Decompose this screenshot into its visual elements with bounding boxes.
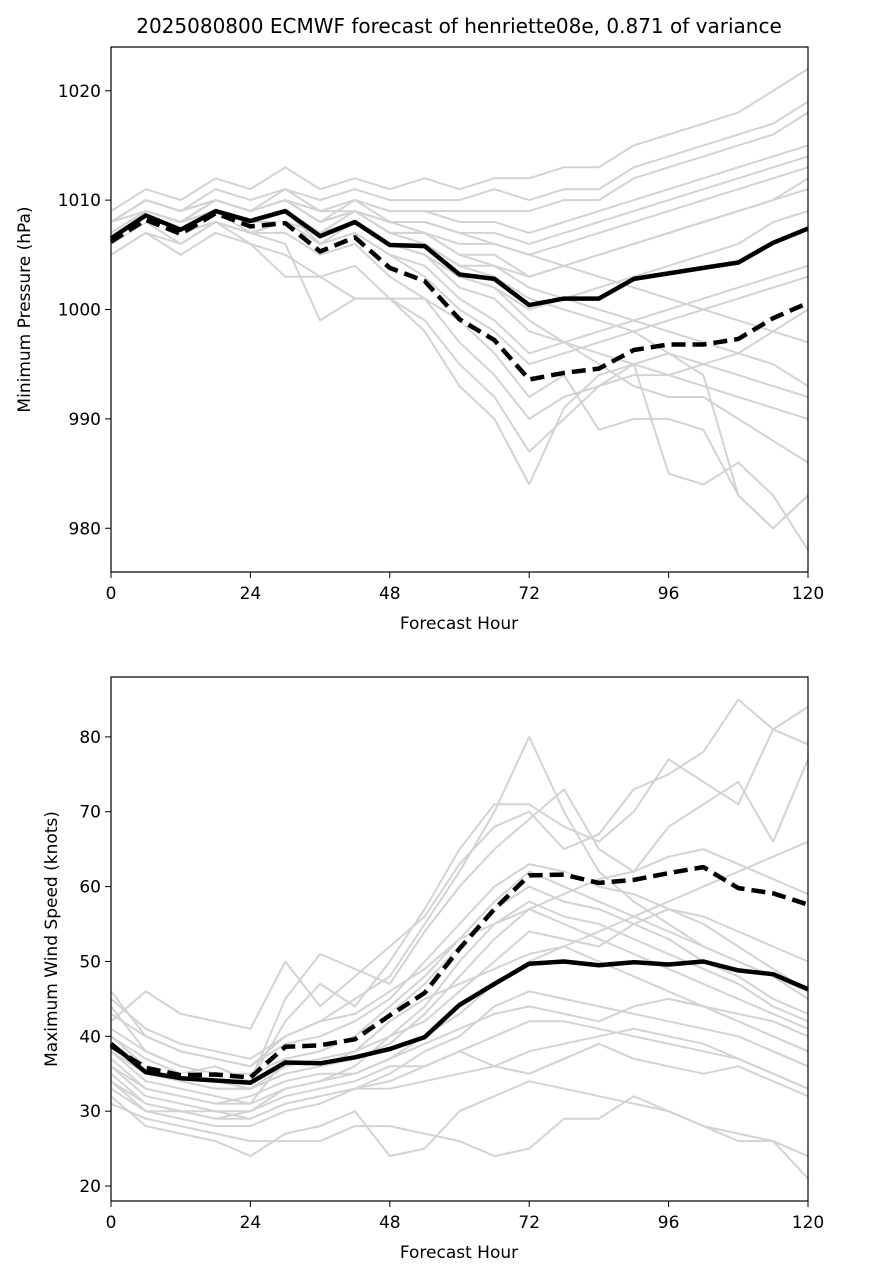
- wind-ensemble-member-line: [110, 990, 809, 1128]
- pressure-ensemble-member-line: [110, 177, 809, 278]
- pressure-y-tick-label: 980: [69, 519, 101, 539]
- pressure-y-tick-label: 1010: [58, 191, 101, 211]
- wind-ensemble-member-line: [110, 900, 809, 1090]
- wind-ensemble-member-line: [110, 735, 809, 1068]
- pressure-y-tick-label: 990: [69, 410, 101, 430]
- wind-x-tick-label: 96: [658, 1213, 680, 1233]
- wind-x-tick-label: 48: [379, 1213, 401, 1233]
- pressure-x-tick-label: 24: [240, 584, 262, 604]
- wind-ensemble-member-line: [110, 706, 809, 1083]
- wind-ensemble-member-line: [110, 945, 809, 1090]
- pressure-ensemble-member-line: [110, 199, 809, 387]
- pressure-solid-black-line: [109, 208, 809, 308]
- wind-solid-black-line: [109, 959, 809, 1085]
- pressure-x-tick-label: 48: [379, 584, 401, 604]
- wind-ensemble-member-line: [110, 1027, 809, 1120]
- wind-panel: 0 24 48 72 96 120 20 30 40 50 60 70 80 Forecast Hour…: [42, 676, 824, 1263]
- pressure-dashed-underlay-line: [109, 211, 809, 382]
- wind-ensemble-member-line: [110, 758, 809, 1083]
- wind-y-axis-label: Maximum Wind Speed (knots): [42, 811, 62, 1067]
- wind-y-tick-label: 80: [79, 728, 101, 748]
- pressure-y-axis-label: Minimum Pressure (hPa): [15, 206, 35, 412]
- pressure-x-tick-label: 0: [106, 584, 117, 604]
- wind-x-axis-label: Forecast Hour: [400, 1243, 518, 1263]
- wind-plot-frame: [110, 676, 809, 1202]
- wind-x-tick-label: 24: [240, 1213, 262, 1233]
- wind-ticks: 0 24 48 72 96 120 20 30 40 50 60 70 80: [79, 728, 824, 1233]
- wind-ensemble-member-line: [110, 997, 809, 1105]
- pressure-ensemble-member-line: [110, 68, 809, 212]
- wind-ensemble-member-line: [110, 870, 809, 1105]
- wind-ensemble-member-line: [110, 908, 809, 1060]
- pressure-ensemble-member-line: [110, 210, 809, 530]
- wind-ensemble-member-line: [110, 1095, 809, 1180]
- wind-y-tick-label: 40: [79, 1027, 101, 1047]
- wind-x-tick-label: 72: [518, 1213, 540, 1233]
- wind-ensemble-member-line: [110, 885, 809, 1075]
- pressure-x-tick-label: 120: [792, 584, 824, 604]
- pressure-ensemble-member-line: [110, 100, 809, 223]
- wind-x-tick-label: 0: [106, 1213, 117, 1233]
- pressure-y-tick-label: 1020: [58, 82, 101, 102]
- pressure-ensemble-member-line: [110, 231, 809, 551]
- pressure-x-axis-label: Forecast Hour: [400, 614, 518, 634]
- pressure-ensemble-member-line: [110, 221, 809, 530]
- wind-y-tick-label: 20: [79, 1177, 101, 1197]
- wind-y-tick-label: 60: [79, 878, 101, 898]
- wind-dashed-underlay-line: [109, 864, 809, 1080]
- wind-y-tick-label: 50: [79, 952, 101, 972]
- pressure-x-tick-label: 96: [658, 584, 680, 604]
- pressure-ticks: 0 24 48 72 96 120 980 990 1000 1010 1020: [58, 82, 824, 604]
- pressure-y-tick-label: 1000: [58, 301, 101, 321]
- pressure-ensemble-member-line: [110, 210, 809, 398]
- wind-ensemble-member-line: [110, 840, 809, 1105]
- wind-y-tick-label: 70: [79, 803, 101, 823]
- wind-series: [109, 698, 809, 1180]
- wind-dashed-black-line: [109, 864, 809, 1080]
- chart-title: 2025080800 ECMWF forecast of henriette08…: [136, 14, 782, 38]
- pressure-x-tick-label: 72: [518, 584, 540, 604]
- wind-y-tick-label: 30: [79, 1102, 101, 1122]
- wind-ensemble-member-line: [110, 863, 809, 1068]
- pressure-panel: 2025080800 ECMWF forecast of henriette08…: [15, 14, 824, 634]
- pressure-ensemble-member-line: [110, 221, 809, 366]
- wind-ensemble-member-line: [110, 698, 809, 1030]
- pressure-ensemble-member-line: [110, 210, 809, 311]
- pressure-ensemble-member-line: [110, 210, 809, 464]
- pressure-plot-frame: [110, 46, 809, 573]
- wind-ensemble-member-line: [110, 908, 809, 1113]
- wind-ensemble-member-line: [110, 1042, 809, 1120]
- pressure-dashed-black-line: [109, 211, 809, 382]
- pressure-series: [109, 68, 809, 551]
- wind-x-tick-label: 120: [792, 1213, 824, 1233]
- pressure-ensemble-member-line: [110, 210, 809, 420]
